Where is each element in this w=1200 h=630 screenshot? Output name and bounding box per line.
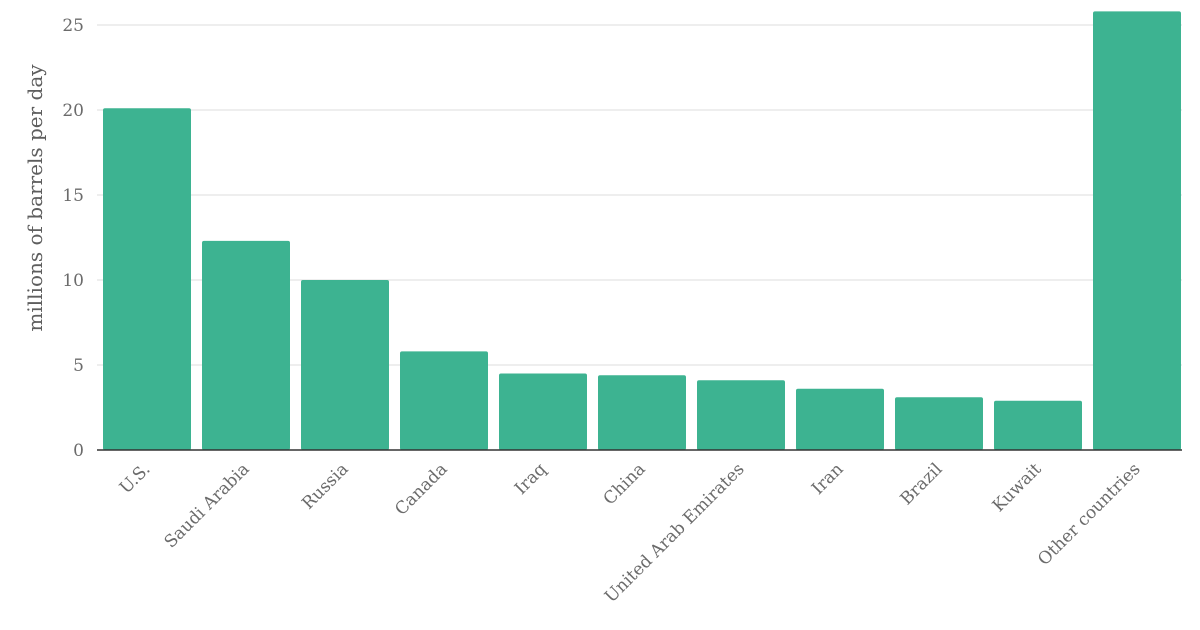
bar xyxy=(499,373,587,450)
y-axis-ticks: 0 5 10 15 20 25 xyxy=(62,16,84,461)
bar xyxy=(400,351,488,450)
x-tick-label: China xyxy=(600,459,650,509)
bar xyxy=(1093,11,1181,451)
y-tick-label: 5 xyxy=(73,356,84,376)
x-tick-label: Iraq xyxy=(511,459,551,499)
x-tick-label: Iran xyxy=(808,459,848,499)
x-tick-label: Russia xyxy=(298,459,352,513)
x-tick-label: Canada xyxy=(391,459,451,519)
bar xyxy=(301,280,389,450)
x-axis-ticks: U.S. Saudi Arabia Russia Canada Iraq ChinaUni… xyxy=(116,459,1145,607)
bar xyxy=(994,400,1082,450)
y-tick-label: 25 xyxy=(62,16,84,36)
x-tick-label: Kuwait xyxy=(989,459,1046,516)
x-tick-label: Other countries xyxy=(1034,459,1144,569)
y-tick-label: 20 xyxy=(62,101,84,121)
bar xyxy=(103,108,191,451)
bar xyxy=(598,375,686,450)
bars xyxy=(103,11,1181,451)
x-tick-label: U.S. xyxy=(116,459,155,498)
bar xyxy=(202,240,290,450)
y-tick-label: 10 xyxy=(62,271,84,291)
bar xyxy=(697,380,785,450)
x-tick-label: Saudi Arabia xyxy=(161,459,254,552)
bar xyxy=(796,388,884,450)
y-tick-label: 0 xyxy=(73,441,84,461)
y-tick-label: 15 xyxy=(62,186,84,206)
bar xyxy=(895,397,983,450)
y-axis-title: millions of barrels per day xyxy=(23,64,47,332)
x-tick-label: Brazil xyxy=(897,459,947,509)
